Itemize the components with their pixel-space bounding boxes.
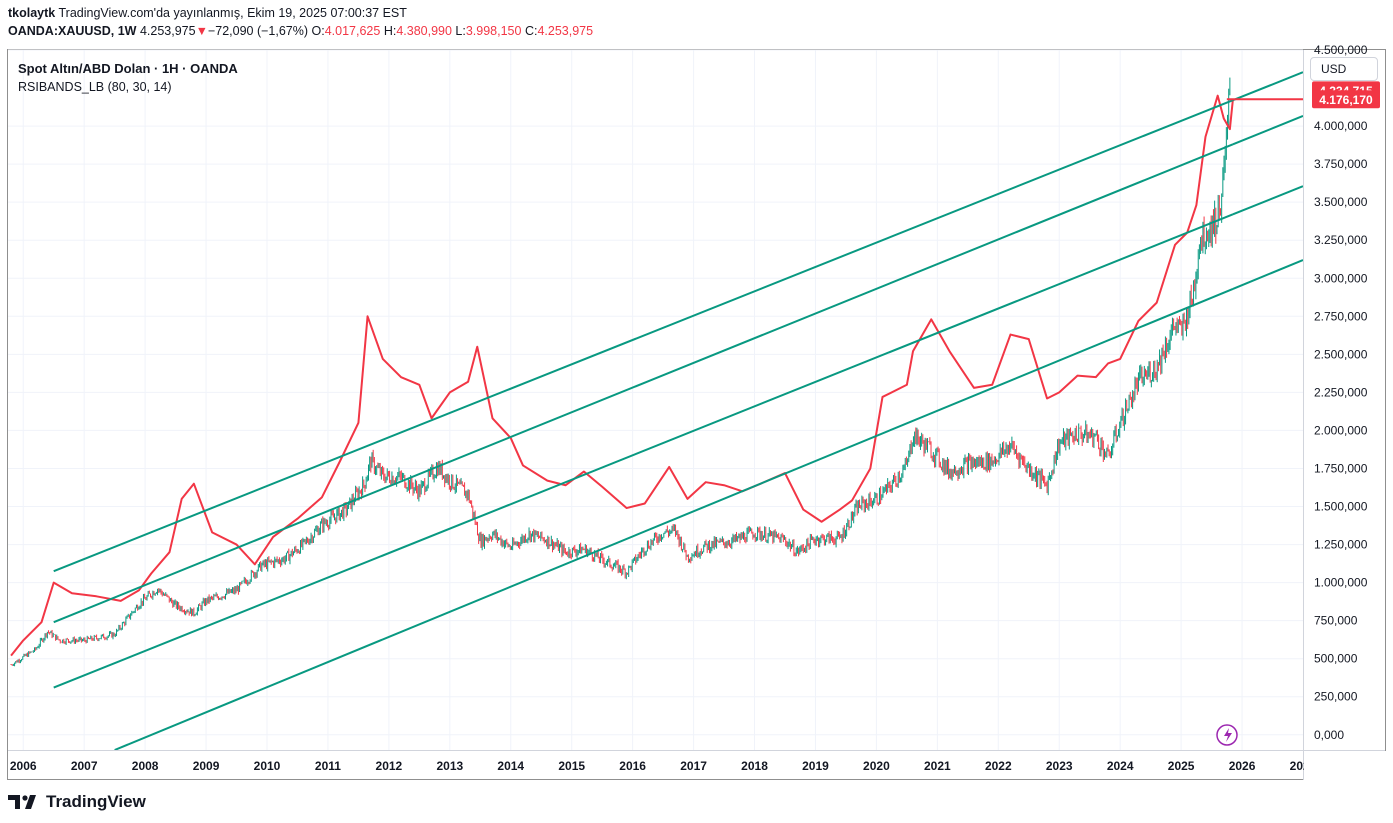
time-tick-label: 2016 [619, 759, 646, 773]
indicator-legend[interactable]: RSIBANDS_LB (80, 30, 14) [18, 80, 172, 94]
channel-upper [53, 99, 1234, 573]
price-tick-label: 3.500,000 [1314, 195, 1368, 209]
time-tick-label: 2023 [1046, 759, 1073, 773]
price-tick-label: 4.000,000 [1314, 119, 1368, 133]
price-tick-label: 3.000,000 [1314, 271, 1368, 285]
price-tick-label: 1.000,000 [1314, 576, 1368, 590]
close-value: 4.253,975 [537, 24, 594, 38]
price-tick-label: 2.500,000 [1314, 347, 1368, 361]
price-tick-label: 1.750,000 [1314, 461, 1368, 475]
footer-brand: TradingView [46, 792, 146, 811]
last-price: 4.253,975 [139, 24, 196, 38]
rsiband-line [10, 94, 1234, 657]
plot-area [10, 71, 1303, 750]
time-tick-label: 2021 [924, 759, 951, 773]
time-tick-label: 2026 [1229, 759, 1256, 773]
price-tick-label: 4.500,000 [1314, 43, 1368, 57]
tradingview-logo[interactable]: TradingView [8, 792, 146, 812]
time-axis: 2006 2007 2008 2009 2010 2011 2012 2013 2014 2015… [10, 759, 1317, 773]
price-tick-label: 2.000,000 [1314, 423, 1368, 437]
time-tick-label: 2017 [680, 759, 707, 773]
price-tick-label: 500,000 [1314, 652, 1358, 666]
time-tick-label: 2009 [193, 759, 220, 773]
time-tick-label: 2019 [802, 759, 829, 773]
time-tick-label: 2006 [10, 759, 37, 773]
high-value: 4.380,990 [396, 24, 452, 38]
close-label: C: [524, 24, 538, 38]
tradingview-logo-icon [8, 795, 36, 809]
price-tag-bg [1312, 90, 1380, 109]
price-tag-label: 4.176,170 [1319, 93, 1373, 107]
currency-button[interactable]: USD [1310, 57, 1378, 81]
down-arrow-icon: ▼ [195, 24, 208, 38]
publish-info: tkolaytk TradingView.com'da yayınlanmış,… [8, 6, 407, 20]
open-label: O: [311, 24, 325, 38]
low-value: 3.998,150 [465, 24, 522, 38]
price-tick-label: 250,000 [1314, 690, 1358, 704]
author-name[interactable]: tkolaytk [8, 6, 56, 20]
channel-upper-extension [1232, 71, 1303, 102]
price-change: −72,090 (−1,67%) [207, 24, 309, 38]
symbol-label: OANDA:XAUUSD, 1W [8, 24, 137, 38]
time-tick-label: 2011 [315, 759, 341, 773]
time-tick-label: 2025 [1168, 759, 1195, 773]
time-tick-label: 2024 [1107, 759, 1134, 773]
time-tick-label: 2007 [71, 759, 98, 773]
low-label: L: [455, 24, 466, 38]
flash-icon-bolt [1224, 728, 1232, 742]
channel-lower [114, 287, 1234, 750]
price-tick-label: 750,000 [1314, 614, 1358, 628]
open-value: 4.017,625 [324, 24, 381, 38]
price-tick-label: 2.250,000 [1314, 385, 1368, 399]
time-tick-label: 2015 [558, 759, 585, 773]
time-tick-label: 2012 [376, 759, 403, 773]
price-tick-label: 1.500,000 [1314, 500, 1368, 514]
grid-lines [8, 49, 1303, 750]
price-tag-rsiband: 4.176,170 [1312, 90, 1380, 109]
channel-mid-upper [53, 143, 1234, 624]
time-tick-label: 2020 [863, 759, 890, 773]
axis-corner [1304, 751, 1386, 780]
time-tick-label: 2013 [436, 759, 463, 773]
price-tick-label: 0,000 [1314, 728, 1344, 742]
time-tick-label: 2018 [741, 759, 768, 773]
price-tick-label: 3.750,000 [1314, 157, 1368, 171]
ohlc-row: OANDA:XAUUSD, 1W 4.253,975▼−72,090 (−1,6… [8, 24, 593, 38]
publish-date: TradingView.com'da yayınlanmış, Ekim 19,… [58, 6, 407, 20]
channel-mid-upper-extension [1232, 115, 1303, 146]
time-tick-label: 2014 [497, 759, 524, 773]
time-tick-label: 2022 [985, 759, 1012, 773]
time-tick-label: 2010 [254, 759, 281, 773]
price-tick-label: 2.750,000 [1314, 309, 1368, 323]
price-candles [10, 77, 1231, 667]
channel-mid-lower-extension [1232, 185, 1303, 216]
price-axis: 4.500,000 4.000,000 3.750,000 3.500,000 3.25… [1314, 43, 1368, 742]
channel-mid-lower [53, 213, 1234, 689]
price-tick-label: 1.250,000 [1314, 538, 1368, 552]
channel-lower-extension [1232, 259, 1303, 290]
chart-legend-title[interactable]: Spot Altın/ABD Dolan · 1H · OANDA [18, 61, 238, 76]
high-label: H: [383, 24, 397, 38]
flash-icon[interactable] [1216, 724, 1238, 746]
price-tick-label: 3.250,000 [1314, 233, 1368, 247]
time-tick-label: 2008 [132, 759, 159, 773]
